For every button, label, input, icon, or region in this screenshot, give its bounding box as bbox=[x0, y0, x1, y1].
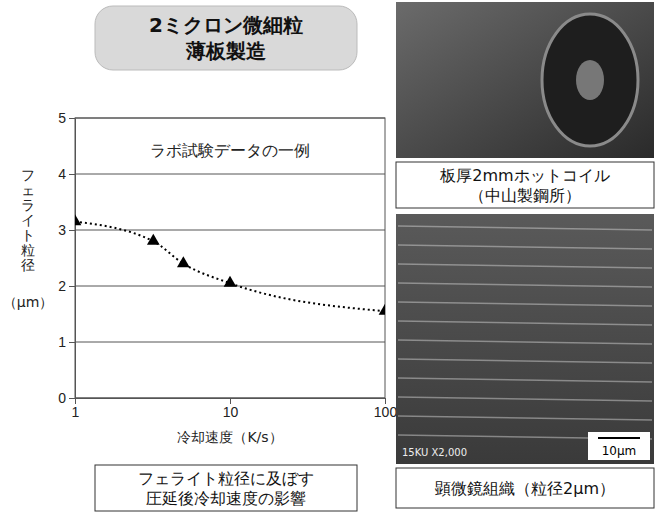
grid-line bbox=[75, 174, 385, 175]
scale-bar bbox=[598, 437, 640, 439]
panel-title: 2ミクロン微細粒 bbox=[149, 13, 303, 37]
photo-texture bbox=[398, 416, 652, 420]
data-point bbox=[147, 234, 160, 245]
photo-texture bbox=[398, 359, 652, 363]
data-point bbox=[75, 214, 81, 225]
photo-texture bbox=[398, 264, 652, 268]
x-axis-title: 冷却速度（K/s） bbox=[177, 429, 282, 445]
photo bbox=[396, 214, 654, 464]
title-box: 2ミクロン微細粒薄板製造 bbox=[95, 6, 357, 70]
chart-title: ラボ試験データの一例 bbox=[150, 141, 310, 160]
data-line bbox=[75, 222, 385, 312]
y-tick: 4 bbox=[58, 166, 75, 182]
photo-coil bbox=[396, 2, 654, 158]
y-tick-mark bbox=[69, 230, 75, 231]
y-tick: 2 bbox=[58, 278, 75, 294]
y-tick-mark bbox=[69, 286, 75, 287]
photo bbox=[396, 2, 654, 158]
photo-coil-core bbox=[576, 60, 604, 100]
y-tick-label: 5 bbox=[58, 110, 66, 126]
y-tick-label: 1 bbox=[58, 334, 66, 350]
photo-overlay: 15KU X2,000 bbox=[402, 447, 467, 458]
caption-box bbox=[95, 465, 357, 511]
photo-texture bbox=[398, 283, 652, 287]
photo-texture bbox=[398, 340, 652, 344]
scale-bar-label: 10μm bbox=[602, 444, 637, 458]
y-tick: 3 bbox=[58, 222, 75, 238]
photo-texture bbox=[398, 397, 652, 401]
y-tick: 1 bbox=[58, 334, 75, 350]
grid bbox=[75, 118, 385, 398]
caption-text: 顕微鏡組織（粒径2μm） bbox=[434, 479, 615, 498]
x-tick-label: 100 bbox=[374, 404, 398, 420]
grid-line bbox=[75, 230, 385, 231]
photo-texture bbox=[398, 226, 652, 230]
photo-coil-shape bbox=[542, 14, 638, 146]
caption-text: 板厚2mmホットコイル bbox=[439, 166, 609, 185]
x-axis: 1 10 100 bbox=[72, 398, 398, 420]
photo-texture bbox=[398, 302, 652, 306]
x-tick: 100 bbox=[374, 398, 398, 420]
caption-text: フェライト粒径に及ぼす bbox=[138, 469, 314, 488]
y-tick-mark bbox=[69, 342, 75, 343]
data-point bbox=[224, 276, 237, 287]
y-tick-mark bbox=[69, 398, 75, 399]
y-tick-label: 3 bbox=[58, 222, 66, 238]
y-tick-label: 4 bbox=[58, 166, 66, 182]
x-tick-label: 10 bbox=[223, 404, 239, 420]
photo-micro: 10μm 15KU X2,000 bbox=[396, 214, 654, 464]
x-tick: 10 bbox=[223, 398, 239, 420]
caption-box bbox=[396, 468, 654, 508]
y-tick-label: 0 bbox=[58, 390, 66, 406]
y-axis: 0 1 2 3 4 5 bbox=[58, 110, 75, 406]
y-axis-line bbox=[75, 119, 76, 399]
caption-box bbox=[396, 162, 654, 208]
scale-bar-box bbox=[588, 432, 650, 460]
caption-text: 圧延後冷却速度の影響 bbox=[146, 489, 306, 508]
photo-texture bbox=[398, 321, 652, 325]
y-axis-title: フェライト粒径（μm） bbox=[3, 167, 54, 310]
x-tick-label: 1 bbox=[72, 404, 80, 420]
data-point bbox=[379, 304, 385, 315]
y-tick-label: 2 bbox=[58, 278, 66, 294]
y-tick-mark bbox=[69, 174, 75, 175]
panel-title: 薄板製造 bbox=[185, 39, 266, 63]
y-tick: 5 bbox=[58, 110, 75, 126]
photo-caption: 板厚2mmホットコイル（中山製鋼所） bbox=[396, 162, 654, 208]
plot-marks bbox=[75, 214, 385, 315]
data-point bbox=[177, 256, 190, 267]
grid-line bbox=[75, 342, 385, 343]
title-box-bg bbox=[95, 6, 357, 70]
y-tick-mark bbox=[69, 118, 75, 119]
photo-caption: 顕微鏡組織（粒径2μm） bbox=[396, 468, 654, 508]
photo-texture bbox=[398, 245, 652, 249]
caption-text: （中山製鋼所） bbox=[469, 186, 581, 205]
x-tick: 1 bbox=[72, 398, 80, 420]
photo-texture bbox=[398, 378, 652, 382]
plot-frame bbox=[75, 118, 385, 398]
chart-caption: フェライト粒径に及ぼす圧延後冷却速度の影響 bbox=[95, 465, 357, 511]
